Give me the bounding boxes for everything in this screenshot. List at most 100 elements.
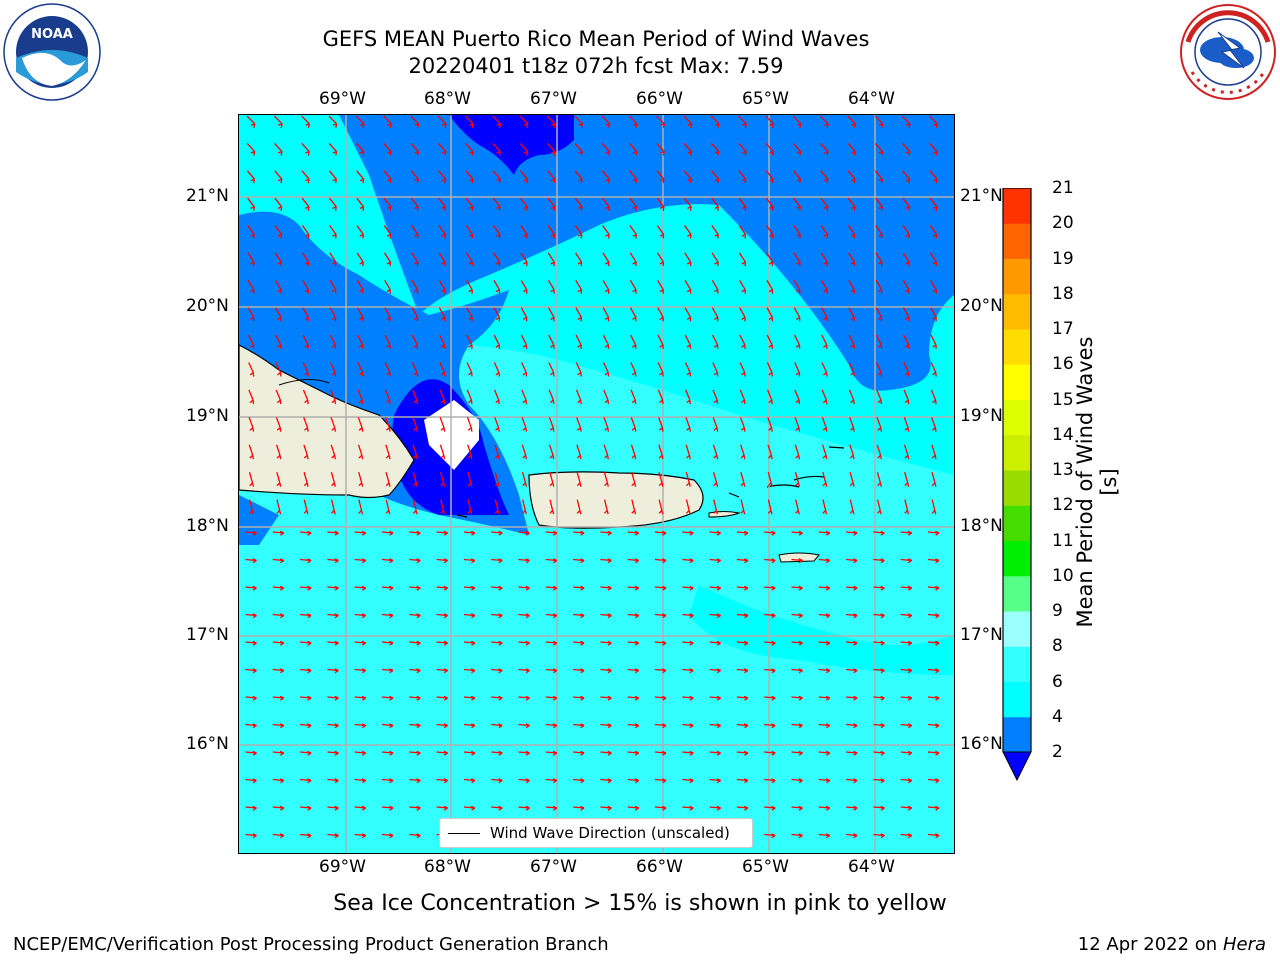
wind-arrow-head bbox=[550, 344, 555, 349]
wind-arrow-head bbox=[334, 585, 339, 591]
wind-arrow-head bbox=[389, 723, 394, 729]
wind-arrow bbox=[740, 444, 745, 456]
wind-arrow bbox=[275, 417, 281, 428]
wind-arrow bbox=[821, 389, 828, 401]
colorbar-outline bbox=[1002, 187, 1032, 752]
wind-arrow-head bbox=[853, 530, 858, 536]
wind-arrow bbox=[329, 225, 337, 235]
wind-arrow bbox=[603, 389, 609, 401]
wind-arrow-head bbox=[796, 178, 802, 184]
wind-arrow-head bbox=[331, 371, 337, 377]
wind-arrow-head bbox=[604, 399, 610, 405]
wind-arrow-head bbox=[767, 482, 773, 487]
wind-arrow bbox=[248, 444, 254, 456]
wind-arrow bbox=[903, 334, 910, 346]
wind-arrow-head bbox=[494, 482, 500, 487]
wind-arrow-head bbox=[498, 750, 503, 756]
wind-arrow-head bbox=[577, 371, 582, 377]
wind-arrow-head bbox=[850, 427, 855, 432]
wind-arrow-head bbox=[413, 454, 418, 460]
wind-arrow bbox=[794, 417, 800, 428]
wind-arrow-head bbox=[440, 509, 446, 515]
wind-arrow bbox=[849, 417, 855, 428]
wind-arrow bbox=[793, 225, 801, 235]
wind-arrow bbox=[902, 252, 910, 263]
wind-arrow-head bbox=[413, 289, 419, 294]
colorbar-swatch bbox=[1003, 505, 1031, 541]
wind-arrow-head bbox=[823, 150, 829, 156]
wind-arrow-head bbox=[878, 261, 883, 267]
wind-arrow bbox=[385, 444, 390, 456]
wind-arrow-head bbox=[713, 427, 719, 432]
wind-arrow-head bbox=[741, 371, 746, 377]
wind-arrow bbox=[847, 170, 856, 180]
wind-arrow-head bbox=[416, 723, 421, 729]
wind-arrow-head bbox=[769, 206, 774, 211]
wind-arrow bbox=[330, 362, 336, 373]
wind-arrow bbox=[247, 279, 255, 291]
wind-arrow-head bbox=[525, 750, 530, 756]
wind-arrow-head bbox=[250, 150, 256, 156]
wind-arrow-head bbox=[631, 454, 637, 460]
wind-arrow bbox=[929, 197, 938, 208]
wind-arrow bbox=[246, 142, 256, 153]
wind-arrow-head bbox=[307, 640, 312, 646]
wind-arrow-head bbox=[741, 178, 747, 184]
lon-label-bottom: 67°W bbox=[530, 857, 577, 877]
wind-arrow-head bbox=[607, 558, 612, 564]
wind-arrow-head bbox=[468, 261, 474, 267]
wind-arrow-head bbox=[795, 454, 801, 460]
wind-arrow bbox=[711, 170, 720, 180]
colorbar-tick-label: 6 bbox=[1052, 671, 1063, 692]
wind-arrow bbox=[465, 142, 474, 153]
wind-arrow-head bbox=[880, 695, 885, 701]
wind-arrow-head bbox=[525, 640, 530, 646]
wind-arrow-head bbox=[634, 530, 640, 536]
wind-arrow-head bbox=[549, 427, 555, 432]
wind-arrow bbox=[849, 499, 854, 511]
wind-arrow bbox=[656, 252, 665, 263]
map-panel: Wind Wave Direction (unscaled) bbox=[239, 115, 954, 853]
wind-arrow-head bbox=[470, 668, 476, 674]
lon-label-top: 66°W bbox=[636, 89, 683, 109]
wind-arrow-head bbox=[849, 509, 855, 515]
lon-label-bottom: 66°W bbox=[636, 857, 683, 877]
colorbar-swatch bbox=[1003, 470, 1031, 506]
wind-arrow bbox=[384, 389, 391, 401]
legend-line-swatch bbox=[448, 832, 480, 834]
wind-arrow-head bbox=[850, 399, 855, 405]
wind-arrow bbox=[738, 170, 747, 180]
wind-arrow bbox=[494, 472, 499, 483]
wind-arrow-head bbox=[689, 723, 694, 729]
wind-arrow bbox=[328, 197, 337, 208]
wind-arrow-head bbox=[495, 454, 500, 460]
wind-arrow-head bbox=[932, 289, 937, 294]
wind-arrow-head bbox=[276, 482, 282, 487]
wind-arrow-head bbox=[716, 695, 721, 701]
wind-arrow bbox=[848, 307, 855, 318]
wind-arrow-head bbox=[389, 585, 394, 591]
wind-arrow bbox=[274, 279, 282, 291]
wind-arrow bbox=[739, 389, 746, 401]
wind-arrow-head bbox=[686, 344, 692, 349]
wind-arrow bbox=[302, 252, 310, 263]
wind-arrow-head bbox=[414, 178, 419, 184]
wind-arrow bbox=[274, 197, 283, 208]
wind-arrow bbox=[931, 444, 936, 456]
wind-arrow bbox=[657, 362, 664, 373]
wind-arrow bbox=[847, 197, 856, 208]
lon-label-top: 69°W bbox=[319, 89, 366, 109]
wind-arrow bbox=[602, 334, 609, 346]
wind-arrow-head bbox=[304, 289, 310, 294]
wind-arrow-head bbox=[825, 695, 831, 701]
wind-arrow-head bbox=[689, 695, 694, 701]
colorbar-tick-label: 21 bbox=[1052, 178, 1074, 198]
wind-arrow-head bbox=[250, 289, 255, 294]
wind-arrow-head bbox=[607, 530, 612, 536]
wind-arrow bbox=[657, 417, 664, 428]
lon-label-bottom: 68°W bbox=[424, 857, 471, 877]
map-legend: Wind Wave Direction (unscaled) bbox=[439, 818, 753, 848]
wind-arrow-head bbox=[498, 805, 503, 811]
wind-arrow bbox=[385, 499, 390, 511]
wind-arrow bbox=[465, 170, 474, 180]
